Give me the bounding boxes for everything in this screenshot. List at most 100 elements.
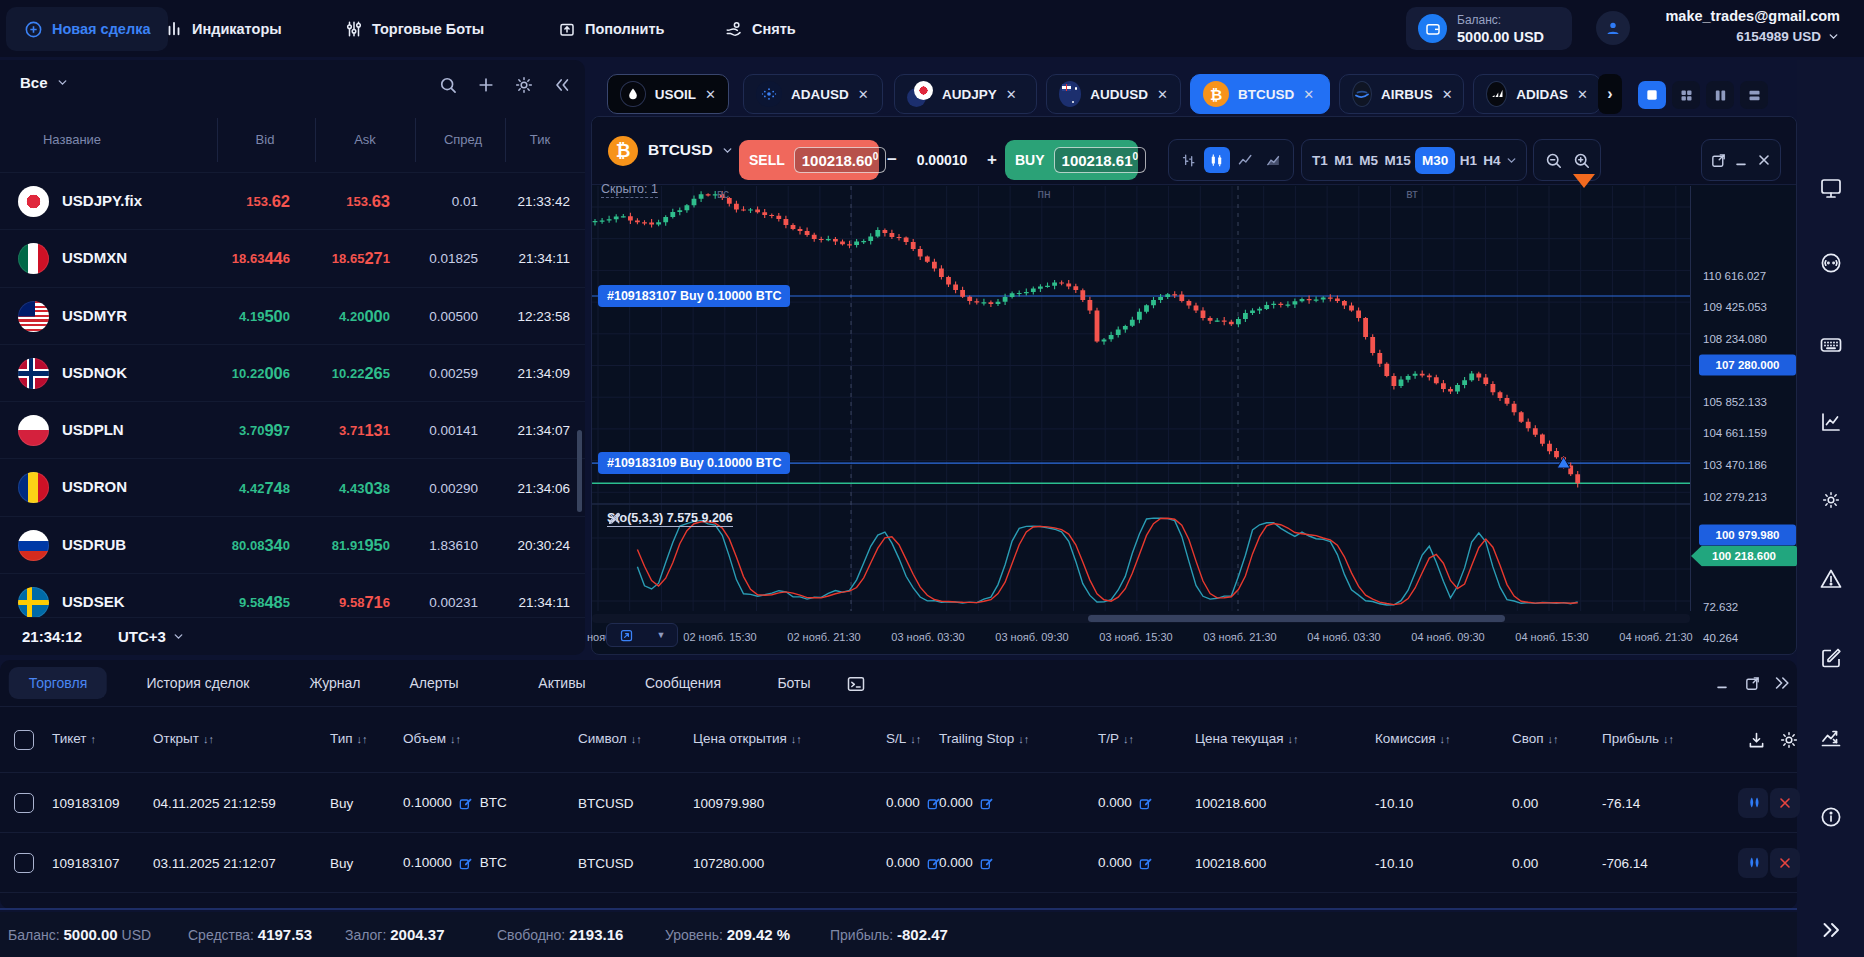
chart-plot[interactable]: Скрыто: 1вспнвт#109183107 Buy 0.10000 BT… [592, 186, 1690, 611]
column-header-ценатекущая[interactable]: Цена текущая↓↑ [1195, 731, 1298, 746]
timeframe-m30[interactable]: M30 [1415, 147, 1455, 174]
column-header-комиссия[interactable]: Комиссия↓↑ [1375, 731, 1451, 746]
watchlist-row[interactable]: USDNOK10.2200610.222650.0025921:34:09 [0, 344, 585, 401]
column-header-своп[interactable]: Своп↓↑ [1512, 731, 1559, 746]
journal-icon[interactable] [1819, 646, 1843, 670]
bottom-tab-журнал[interactable]: Журнал [309, 667, 360, 699]
pause-position-button[interactable] [1738, 788, 1768, 818]
symbol-tab-audusd[interactable]: AUDUSD✕ [1046, 74, 1181, 114]
close-position-button[interactable] [1770, 788, 1800, 818]
nav-item-indicators[interactable]: Индикаторы [165, 0, 282, 57]
symbol-tab-airbus[interactable]: AIRBUS✕ [1339, 74, 1464, 114]
watchlist-row[interactable]: USDMXN18.6344618.652710.0182521:34:11 [0, 229, 585, 286]
column-header-открыт[interactable]: Открыт↓↑ [153, 731, 214, 746]
download-icon[interactable] [1745, 729, 1767, 751]
bottom-tab-алерты[interactable]: Алерты [409, 667, 458, 699]
timeframe-h1[interactable]: H1 [1458, 149, 1479, 172]
row-checkbox[interactable] [14, 793, 34, 813]
order-line-label[interactable]: #109183107 Buy 0.10000 BTC [598, 285, 790, 307]
zoom-out-icon[interactable] [1544, 151, 1563, 170]
close-tab-icon[interactable]: ✕ [1157, 87, 1168, 102]
hidden-orders-link[interactable]: Скрыто: 1 [601, 182, 658, 198]
watchlist-row[interactable]: USDJPY.fix153.62153.630.0121:33:42 [0, 172, 585, 229]
gear-icon[interactable] [1778, 729, 1800, 751]
chart-hscrollbar[interactable] [592, 614, 1690, 623]
tabs-more-button[interactable]: › [1598, 74, 1622, 114]
panel-minimize-icon[interactable] [1712, 673, 1732, 693]
layout-vrows-button[interactable] [1740, 81, 1768, 109]
trade-row[interactable]: 10918310703.11.2025 21:12:07Buy0.10000 B… [0, 833, 1797, 893]
terminal-icon[interactable] [846, 674, 866, 694]
nav-item-deposit[interactable]: Пополнить [558, 0, 664, 57]
row-checkbox[interactable] [14, 853, 34, 873]
column-header-тикет[interactable]: Тикет↑ [52, 731, 96, 746]
timeframe-m5[interactable]: M5 [1357, 149, 1380, 172]
stochastic-label[interactable]: Sto(5,3,3) 7.575 9.206 [607, 511, 757, 527]
timezone-selector[interactable]: UTC+3 [118, 628, 185, 645]
chart-type-areac[interactable] [1261, 147, 1287, 173]
timeframe-h4[interactable]: H4 [1481, 149, 1502, 172]
watchlist-row[interactable]: USDPLN3.709973.711310.0014121:34:07 [0, 401, 585, 458]
watchlist-row[interactable]: USDRUB80.0834081.919501.8361020:30:24 [0, 516, 585, 573]
layout-vsquare-button[interactable] [1638, 81, 1666, 109]
close-icon[interactable] [1756, 152, 1772, 168]
watchlist-filter[interactable]: Все [20, 74, 69, 91]
edit-icon[interactable] [979, 795, 995, 811]
balance-chip[interactable]: Баланс: 5000.00 USD [1406, 7, 1572, 50]
chart-type-linec[interactable] [1232, 147, 1258, 173]
collapse-icon[interactable] [551, 74, 573, 96]
account-selector[interactable]: 6154989 USD [1665, 29, 1840, 44]
trend-icon[interactable] [1819, 726, 1843, 750]
timeframe-t1[interactable]: T1 [1310, 149, 1330, 172]
chevron-down-icon[interactable] [1505, 154, 1518, 167]
edit-icon[interactable] [458, 855, 474, 871]
column-header-прибыль[interactable]: Прибыль↓↑ [1602, 731, 1674, 746]
close-tab-icon[interactable]: ✕ [705, 87, 716, 102]
symbol-tab-usoil[interactable]: USOIL✕ [607, 74, 729, 114]
symbol-tab-btcusd[interactable]: ₿BTCUSD✕ [1190, 74, 1330, 114]
chartbox-icon[interactable] [1819, 410, 1843, 434]
time-axis[interactable]: нояб. 09:3002 нояб. 15:3002 нояб. 21:300… [592, 627, 1690, 651]
order-line-label[interactable]: #109183109 Buy 0.10000 BTC [598, 452, 790, 474]
close-tab-icon[interactable]: ✕ [1442, 87, 1453, 102]
price-axis[interactable]: 110 616.027109 425.053108 234.080107 280… [1690, 186, 1797, 611]
column-header-ценаоткрытия[interactable]: Цена открытия↓↑ [693, 731, 802, 746]
nav-item-bots[interactable]: Торговые Боты [345, 0, 484, 57]
symbol-tab-adidas[interactable]: ADIDAS✕ [1473, 74, 1601, 114]
symbol-tab-audjpy[interactable]: AUDJPY✕ [894, 74, 1037, 114]
watchlist-row[interactable]: USDRON4.427484.430380.0029021:34:06 [0, 458, 585, 515]
edit-icon[interactable] [1138, 795, 1154, 811]
symbol-tab-adausd[interactable]: ADAUSD✕ [743, 74, 883, 114]
search-icon[interactable] [437, 74, 459, 96]
monitor-icon[interactable] [1819, 176, 1843, 200]
expand-icon[interactable] [1710, 152, 1727, 169]
axis-settings-button[interactable]: ▼ [606, 623, 678, 647]
close-tab-icon[interactable]: ✕ [1006, 87, 1017, 102]
column-header-tp[interactable]: T/P↓↑ [1098, 731, 1134, 746]
close-tab-icon[interactable]: ✕ [858, 87, 869, 102]
column-header-sl[interactable]: S/L↓↑ [886, 731, 921, 746]
buy-button[interactable]: BUY 100218.610 [1005, 140, 1138, 180]
warning-icon[interactable] [1819, 567, 1843, 591]
chart-type-bars[interactable] [1175, 147, 1201, 173]
user-avatar[interactable] [1596, 11, 1630, 45]
chart-symbol-selector[interactable]: BTCUSD [648, 141, 734, 159]
bottom-tab-активы[interactable]: Активы [538, 667, 585, 699]
chevrons-icon[interactable] [1819, 918, 1843, 942]
column-header-символ[interactable]: Символ↓↑ [578, 731, 642, 746]
column-header-тип[interactable]: Тип↓↑ [330, 731, 368, 746]
edit-icon[interactable] [1138, 855, 1154, 871]
select-all-checkbox[interactable] [14, 730, 34, 750]
sell-button[interactable]: SELL 100218.600 [739, 140, 879, 180]
panel-expand-icon[interactable] [1742, 673, 1762, 693]
bottom-tab-сообщения[interactable]: Сообщения [645, 667, 721, 699]
bottom-tab-боты[interactable]: Боты [777, 667, 810, 699]
assistant-icon[interactable] [1819, 251, 1843, 275]
gear-icon[interactable] [1819, 488, 1843, 512]
panel-chevrons-icon[interactable] [1772, 673, 1792, 693]
edit-icon[interactable] [979, 855, 995, 871]
close-position-button[interactable] [1770, 848, 1800, 878]
nav-item-withdraw[interactable]: Снять [725, 0, 796, 57]
timeframe-m15[interactable]: M15 [1382, 149, 1412, 172]
timeframe-m1[interactable]: M1 [1332, 149, 1355, 172]
